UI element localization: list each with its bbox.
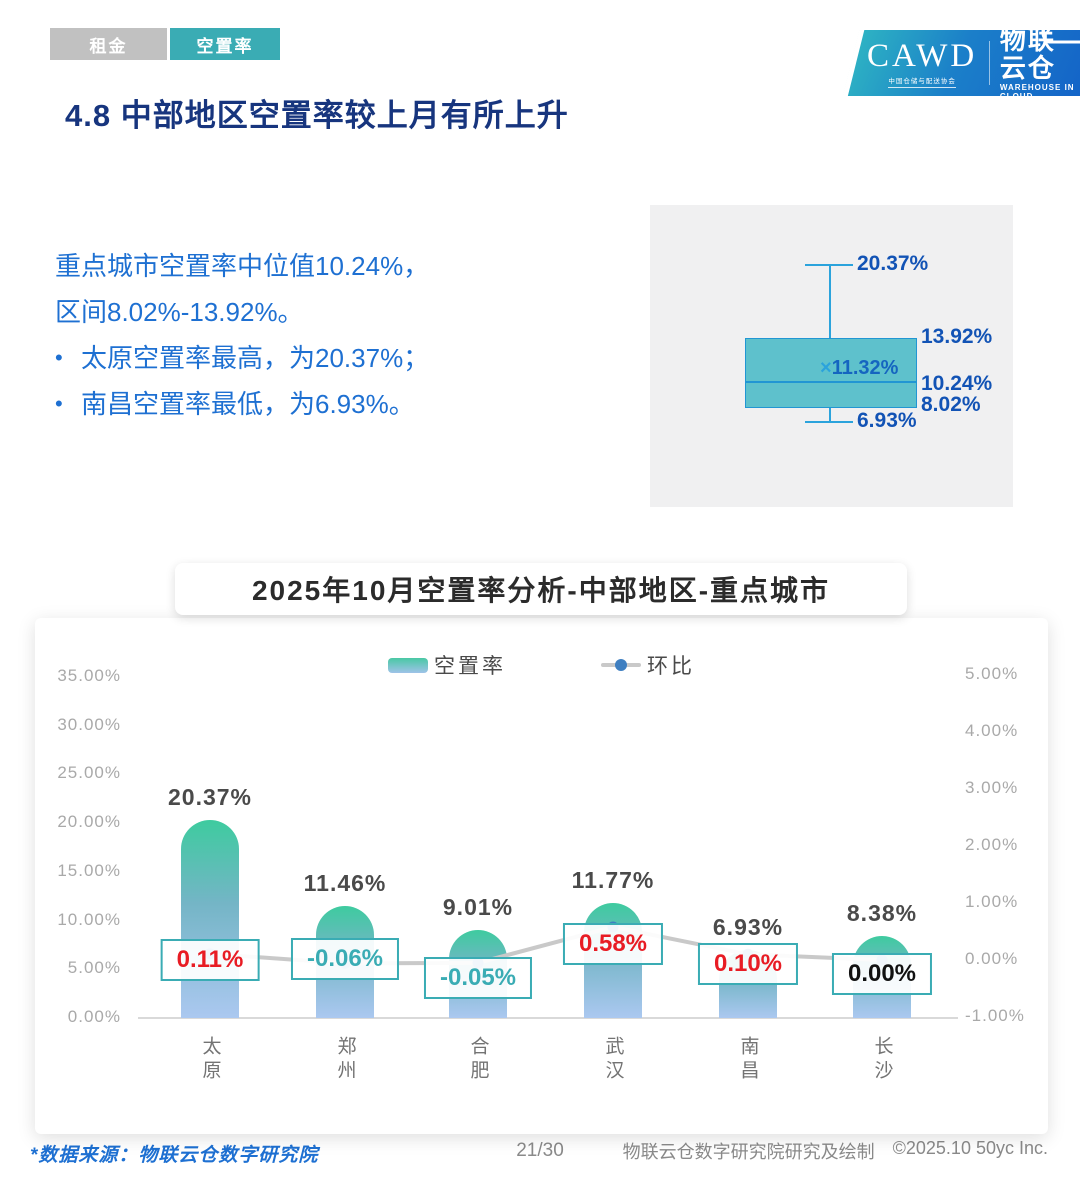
x-axis-line	[138, 1017, 958, 1019]
boxplot-min-label: 6.93%	[857, 409, 917, 432]
bar-value-label: 9.01%	[442, 894, 514, 921]
boxplot-median-line	[745, 381, 917, 383]
y-axis-right-tick: 0.00%	[965, 949, 1019, 968]
mean-marker-icon: ×	[820, 357, 832, 379]
line-point-label: -0.05%	[423, 956, 533, 999]
summary-line-1: 重点城市空置率中位值10.24%，	[55, 251, 430, 281]
brand-subtitle: WAREHOUSE IN CLOUD	[999, 82, 1075, 101]
y-axis-left-tick: 30.00%	[57, 714, 121, 734]
boxplot-q1-label: 8.02%	[921, 393, 981, 416]
bar-value-label: 6.93%	[712, 914, 784, 941]
line-point-label: 0.10%	[697, 943, 799, 986]
page-title: 4.8 中部地区空置率较上月有所上升	[65, 98, 569, 133]
line-point-label: -0.06%	[290, 938, 400, 981]
y-axis-right-tick: 2.00%	[965, 835, 1019, 854]
boxplot-whisker-min-tick	[805, 421, 853, 423]
bar-series-swatch-icon	[388, 657, 428, 673]
bullet-icon: •	[55, 391, 63, 416]
legend-item-mom: 环比	[601, 650, 695, 680]
y-axis-left-tick: 10.00%	[57, 909, 121, 929]
cawd-subtitle: 中国仓储与配送协会	[888, 75, 956, 88]
line-point-label: 0.11%	[160, 938, 260, 981]
y-axis-left-tick: 0.00%	[67, 1007, 121, 1026]
summary-bullet-2: • 南昌空置率最低，为6.93%。	[55, 381, 635, 427]
y-axis-left-tick: 25.00%	[57, 763, 121, 783]
x-axis-label: 合肥	[467, 1036, 489, 1084]
cloud-icon	[1035, 10, 1080, 53]
chart-card: 空置率 环比 35.00% 30.00% 25.00% 20.00% 15.00% 10.…	[35, 618, 1048, 1134]
tab-rent[interactable]: 租金	[50, 28, 167, 60]
boxplot-max-label: 20.37%	[857, 252, 929, 275]
credit-text: 物联云仓数字研究院研究及绘制	[622, 1142, 875, 1162]
boxplot-panel: 20.37% 13.92% ×11.32% 10.24% 8.02% 6.93%	[650, 205, 1013, 507]
bar-value-label: 8.38%	[846, 900, 918, 927]
brand-logo: 物联云仓 WAREHOUSE IN CLOUD	[999, 10, 1080, 101]
x-axis-label: 太原	[199, 1036, 221, 1084]
y-axis-right-tick: 1.00%	[965, 892, 1019, 911]
x-axis-label: 武汉	[602, 1036, 624, 1084]
x-axis-label: 南昌	[737, 1036, 759, 1084]
legend-label: 空置率	[434, 655, 506, 678]
line-point-label: 0.00%	[831, 953, 933, 995]
y-axis-left-tick: 35.00%	[57, 666, 121, 685]
y-axis-right-tick: 5.00%	[965, 664, 1019, 683]
bar	[181, 819, 239, 1018]
copyright-text: ©2025.10 50yc Inc.	[892, 1138, 1048, 1158]
legend-label: 环比	[647, 655, 695, 678]
y-axis-left-tick: 20.00%	[57, 812, 121, 832]
plot-area: 35.00% 30.00% 25.00% 20.00% 15.00% 10.00% 5.00…	[35, 618, 1048, 1134]
boxplot-whisker-upper-line	[829, 265, 831, 338]
bar-value-label: 20.37%	[167, 783, 253, 810]
boxplot-mean-label: ×11.32%	[820, 357, 899, 379]
tab-vacancy-rate[interactable]: 空置率	[170, 28, 280, 60]
bullet-icon: •	[55, 345, 63, 370]
summary-block: 重点城市空置率中位值10.24%， 区间8.02%-13.92%。 • 太原空置…	[55, 243, 635, 427]
y-axis-right-tick: 3.00%	[965, 778, 1019, 797]
chart-legend: 空置率 环比	[35, 650, 1048, 680]
boxplot-q3-label: 13.92%	[921, 325, 993, 348]
y-axis-right-tick: -1.00%	[965, 1006, 1025, 1025]
summary-bullet-1: • 太原空置率最高，为20.37%；	[55, 335, 635, 381]
boxplot-median-label: 10.24%	[921, 372, 993, 395]
boxplot-box	[745, 338, 917, 408]
logo-banner: CAWD 中国仓储与配送协会 物联云仓 WAREHOUSE IN CLOUD	[842, 10, 1080, 101]
logo-divider	[989, 41, 990, 85]
data-source-note: *数据来源：物联云仓数字研究院	[30, 1145, 319, 1166]
line-point-label: 0.58%	[562, 922, 664, 965]
summary-line-2: 区间8.02%-13.92%。	[55, 297, 304, 327]
legend-item-vacancy: 空置率	[388, 650, 506, 680]
brand-wordmark: 物联云仓	[999, 24, 1056, 83]
cawd-logo: CAWD 中国仓储与配送协会	[867, 39, 977, 88]
y-axis-left-tick: 15.00%	[57, 860, 121, 880]
x-axis-label: 长沙	[871, 1036, 893, 1084]
chart-title: 2025年10月空置率分析-中部地区-重点城市	[175, 563, 907, 615]
y-axis-right-tick: 4.00%	[965, 721, 1019, 740]
line-series-swatch-icon	[601, 659, 641, 671]
y-axis-left-tick: 5.00%	[67, 958, 121, 978]
bar-value-label: 11.46%	[303, 870, 387, 897]
page-number: 21/30	[516, 1140, 564, 1161]
bar-value-label: 11.77%	[571, 867, 655, 894]
cawd-wordmark: CAWD	[867, 37, 978, 74]
boxplot-whisker-lower-line	[829, 408, 831, 422]
x-axis-label: 郑州	[334, 1036, 356, 1084]
footer-credit: 物联云仓数字研究院研究及绘制 ©2025.10 50yc Inc.	[623, 1138, 1048, 1164]
